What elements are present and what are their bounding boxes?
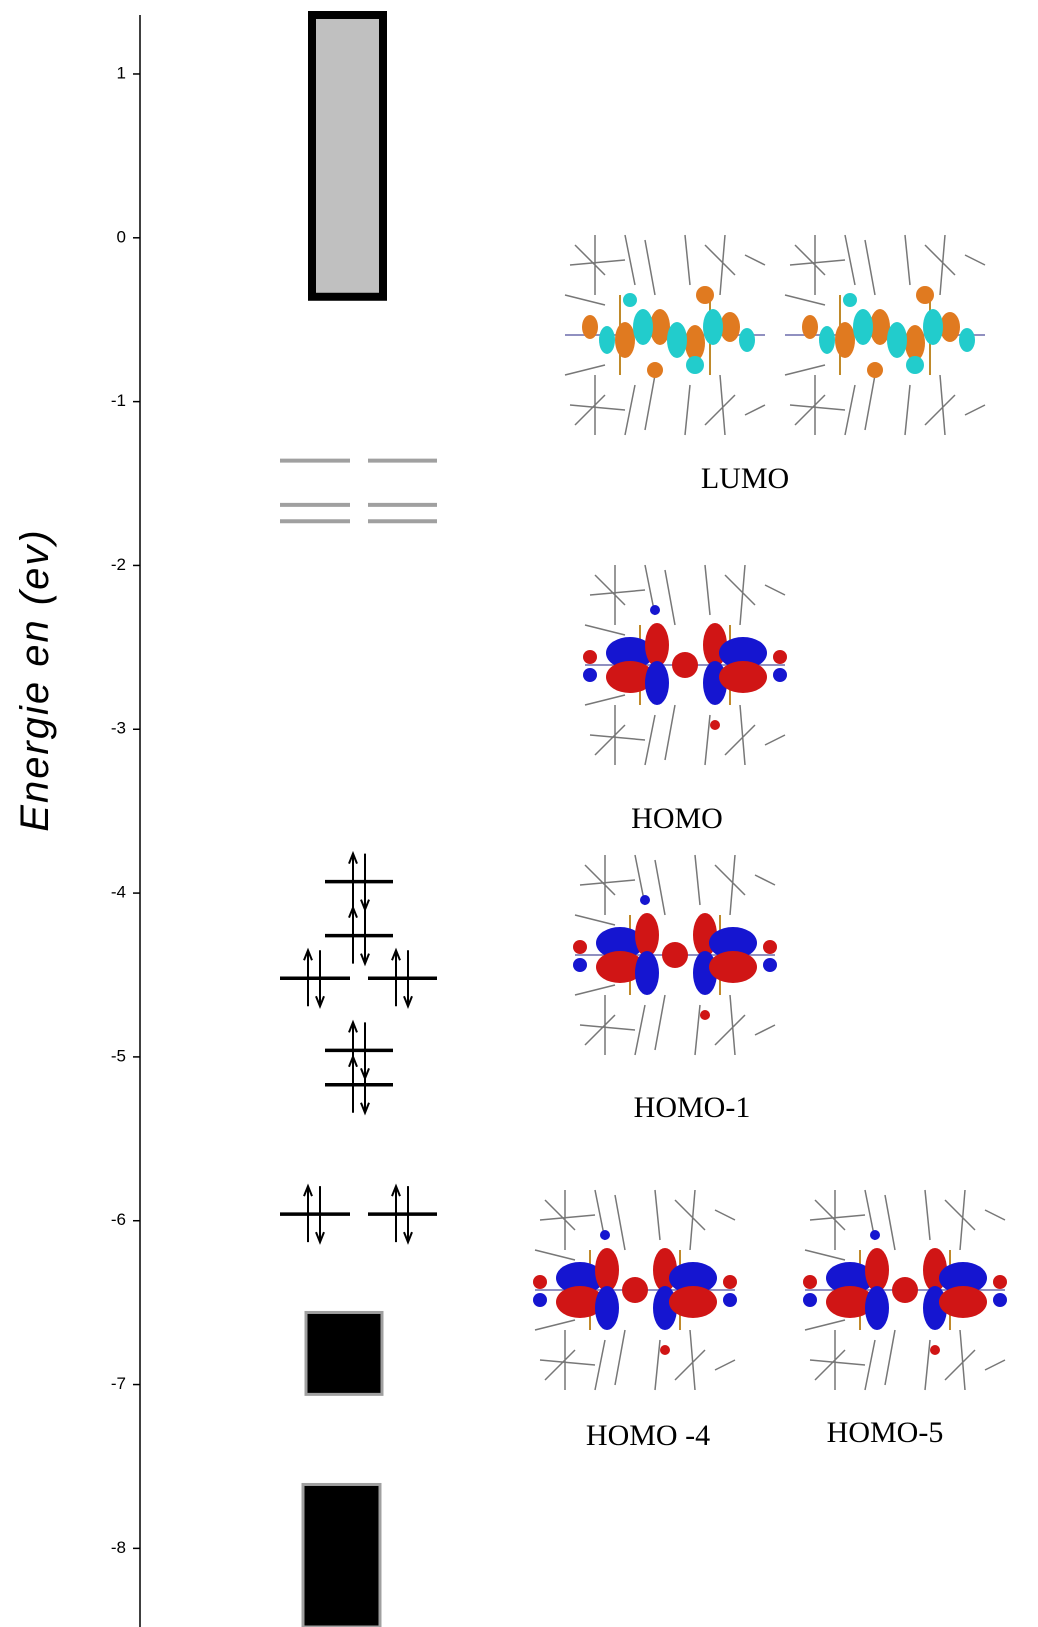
orbital-image (573, 855, 777, 1055)
band (303, 1484, 380, 1627)
y-tick-label: -6 (111, 1210, 126, 1229)
y-axis-label: Energie en (ev) (13, 528, 57, 831)
y-tick-label: -2 (111, 555, 126, 574)
orbital-label: HOMO-5 (827, 1416, 944, 1449)
chart: Energie en (ev) LUMO HOMO HOMO-1 HOMO -4… (0, 0, 1038, 1627)
band (312, 15, 383, 297)
band (306, 1312, 382, 1394)
y-tick-label: -4 (111, 883, 126, 902)
y-tick-label: -8 (111, 1538, 126, 1557)
y-tick-label: 1 (117, 63, 126, 82)
orbital-label: HOMO (631, 802, 723, 835)
orbital-image (583, 565, 787, 765)
y-tick-label: -1 (111, 391, 126, 410)
orbital-image (803, 1190, 1007, 1390)
orbital-image (785, 235, 985, 435)
y-tick-label: -7 (111, 1374, 126, 1393)
orbital-label: HOMO-1 (634, 1091, 751, 1124)
y-tick-label: 0 (117, 227, 126, 246)
orbital-image (565, 235, 765, 435)
y-tick-label: -3 (111, 719, 126, 738)
orbital-image (533, 1190, 737, 1390)
orbital-label: HOMO -4 (586, 1419, 710, 1452)
orbital-label: LUMO (701, 462, 789, 495)
y-tick-label: -5 (111, 1046, 126, 1065)
